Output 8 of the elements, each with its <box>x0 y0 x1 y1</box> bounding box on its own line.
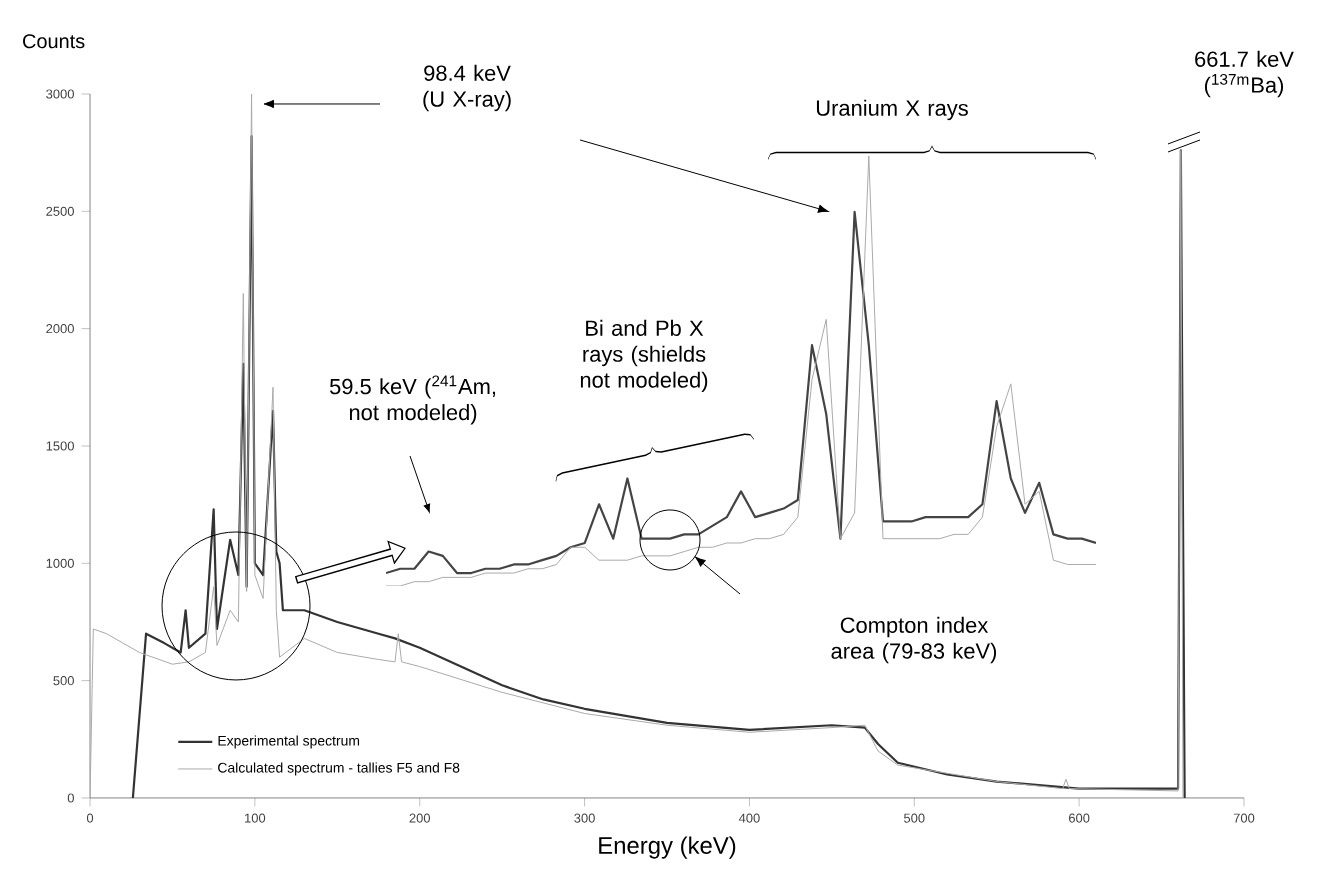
annotation: Bi and Pb X rays (shields not modeled) <box>580 319 708 393</box>
annotation: Uranium X rays <box>816 99 968 121</box>
annotation: Compton index area (79-83 keV) <box>831 616 997 664</box>
annotation: 661.7 keV ($^{137m}$Ba) <box>1195 50 1294 98</box>
annotation: 98.4 keV (U X-ray) <box>423 64 511 112</box>
annotation: 59.5 keV ($^{241}$Am, not modeled) <box>329 375 496 425</box>
x-axis-title: Energy (keV) <box>599 836 736 859</box>
y-axis-title: Counts <box>23 34 85 49</box>
